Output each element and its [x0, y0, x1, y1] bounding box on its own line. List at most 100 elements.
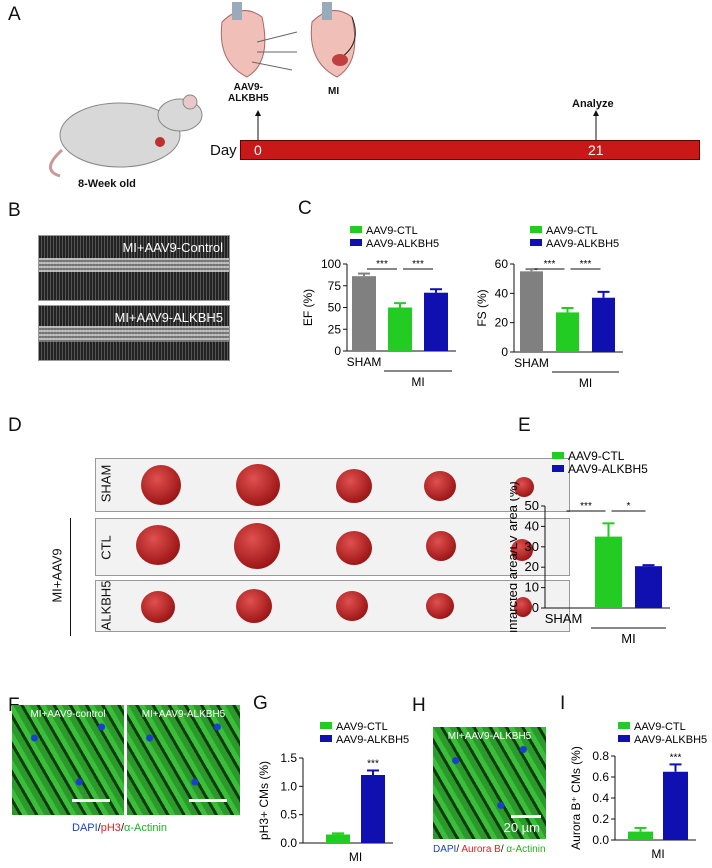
timeline-arrows: [255, 110, 599, 140]
legend-label: AAV9-ALKBH5: [634, 734, 707, 746]
timeline-bar: [240, 140, 700, 160]
panel-label-e: E: [518, 415, 531, 436]
x-label-sham: SHAM: [347, 355, 382, 369]
y-tick-label: 1.0: [280, 779, 297, 793]
y-tick-label: 0.4: [592, 791, 609, 805]
chart-infarct: 0 10 20 30 40 50 infarcted area/LV area (%) AAV…: [510, 449, 670, 646]
echo-label-control: MI+AAV9-Control: [122, 240, 223, 255]
y-tick-label: 50: [328, 301, 342, 315]
significance-mark: ***: [367, 758, 379, 769]
bar-sham: [352, 276, 376, 351]
micrograph-label-control: MI+AAV9-control: [30, 709, 106, 720]
legend-swatch: [530, 239, 542, 246]
y-tick-label: 0.0: [592, 833, 609, 847]
legend-swatch: [320, 722, 332, 729]
chart-ph3: 0.0 0.5 1.0 1.5 pH3+ CMs (%) AAV9-CTLAAV9-ALK…: [257, 721, 409, 864]
micrograph-control: MI+AAV9-control: [12, 705, 124, 815]
caption-part: pH3: [100, 822, 121, 834]
x-label-group: MI: [411, 375, 424, 387]
caption-part: DAPI: [72, 822, 98, 834]
x-label-sham: SHAM: [514, 356, 549, 370]
bar-aav9-ctl: [326, 834, 350, 843]
stain-caption-h: DAPI/ Aurora B/ α-Actinin: [433, 844, 546, 855]
y-axis-label: infarcted area/LV area (%): [510, 481, 520, 633]
legend-label: AAV9-ALKBH5: [336, 734, 409, 746]
legend-swatch: [320, 735, 332, 742]
micrograph-aurora-b: MI+AAV9-ALKBH5 20 µm: [433, 727, 546, 839]
chart-aurora-b: 0.0 0.2 0.4 0.6 0.8 Aurora B⁺ CMs (%) AAV9-CTL…: [569, 721, 707, 861]
micrograph-alkbh5: MI+AAV9-ALKBH5: [127, 705, 240, 815]
echo-image-alkbh5: MI+AAV9-ALKBH5: [38, 305, 230, 361]
bar-aav9-alkbh5: [592, 297, 615, 352]
y-tick-label: 1.5: [280, 751, 297, 765]
y-tick-label: 0: [501, 345, 508, 359]
bar-sham: [520, 271, 543, 352]
x-label-sham: SHAM: [545, 611, 583, 626]
caption-part: α-Actinin: [506, 844, 546, 855]
heart-illustrations: [220, 2, 356, 78]
analyze-label: Analyze: [572, 98, 614, 110]
y-tick-label: 0: [334, 344, 341, 358]
legend-swatch: [552, 452, 564, 459]
legend-label: AAV9-ALKBH5: [366, 238, 439, 250]
y-axis-label: pH3+ CMs (%): [257, 761, 271, 840]
day-label: Day: [210, 142, 237, 159]
bar-aav9-ctl: [556, 312, 579, 352]
stain-caption-f: DAPI/pH3/α-Actinin: [72, 822, 167, 834]
caption-part: /: [456, 844, 462, 855]
y-axis-label: EF (%): [301, 289, 315, 326]
mi-label: MI: [328, 86, 340, 97]
caption-part: /: [120, 822, 124, 834]
significance-mark: *: [627, 501, 631, 512]
legend-swatch: [618, 722, 630, 729]
panel-label-c: C: [298, 198, 312, 219]
heart-photo-ctl: [95, 518, 570, 576]
bar-aav9-ctl: [595, 536, 622, 608]
heart-photo-sham: [95, 458, 570, 512]
group-label-mi-aav9: MI+AAV9: [49, 548, 65, 603]
x-label-group: MI: [349, 850, 362, 864]
mouse-age-label: 8-Week old: [78, 178, 136, 190]
panel-label-i: I: [560, 693, 566, 714]
y-tick-label: 0.2: [592, 812, 609, 826]
y-tick-label: 50: [525, 498, 539, 513]
group-bracket: [70, 518, 71, 636]
legend-swatch: [618, 735, 630, 742]
y-tick-label: 75: [328, 279, 342, 293]
echo-image-control: MI+AAV9-Control: [38, 235, 230, 301]
y-axis-label: FS (%): [475, 289, 489, 326]
day-0-label: 0: [254, 142, 262, 158]
panel-label-a: A: [8, 4, 21, 25]
scale-bar-label: 20 µm: [503, 820, 540, 835]
row-label-alkbh5: ALKBH5: [98, 580, 114, 631]
y-tick-label: 0: [532, 600, 539, 615]
significance-mark: ***: [670, 752, 682, 763]
row-label-sham: SHAM: [98, 464, 114, 503]
injection-label: AAV9- ALKBH5: [228, 82, 269, 104]
caption-part: α-Actinin: [124, 822, 168, 834]
y-tick-label: 60: [495, 257, 509, 271]
significance-mark: ***: [580, 259, 592, 270]
bar-aav9-ctl: [628, 831, 653, 840]
y-tick-label: 0.0: [280, 836, 297, 850]
caption-part: DAPI: [433, 844, 457, 855]
y-tick-label: 20: [495, 316, 509, 330]
x-label-group: MI: [651, 847, 664, 861]
bar-aav9-alkbh5: [635, 566, 662, 608]
y-tick-label: 10: [525, 580, 539, 595]
panel-label-g: G: [253, 693, 268, 714]
y-tick-label: 0.5: [280, 808, 297, 822]
significance-mark: ***: [580, 501, 592, 512]
micrograph-label-h: MI+AAV9-ALKBH5: [447, 731, 532, 742]
legend-swatch: [350, 226, 362, 233]
y-tick-label: 40: [525, 518, 539, 533]
x-label-group: MI: [579, 376, 592, 387]
legend-label: AAV9-CTL: [366, 225, 418, 237]
legend-swatch: [552, 465, 564, 472]
legend-label: AAV9-CTL: [546, 225, 598, 237]
legend-label: AAV9-ALKBH5: [546, 238, 619, 250]
day-21-label: 21: [588, 142, 604, 158]
echo-label-alkbh5: MI+AAV9-ALKBH5: [114, 310, 223, 325]
